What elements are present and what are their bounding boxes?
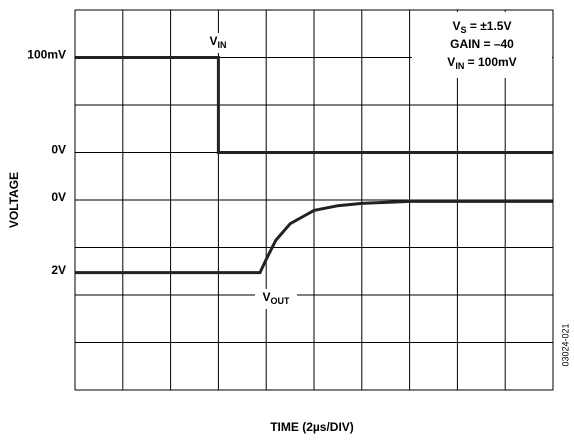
annotation-sub: IN [455,61,464,71]
annotation-part: = 100mV [464,55,516,69]
series-label-sub: OUT [271,296,291,306]
series-label: VOUT [262,290,290,306]
y-tick-label: 0V [51,190,66,204]
figure-id: 03024-021 [560,323,570,366]
annotation-part: V [447,55,455,69]
series-label-main: V [262,290,270,304]
annotation-background [412,12,552,78]
annotation-part: = ±1.5V [467,19,512,33]
series-label-sub: IN [218,40,227,50]
x-axis-label: TIME (2µs/DIV) [270,420,354,434]
line-series [75,199,553,275]
plot-frame [74,9,554,391]
label-background [255,289,297,309]
line-series [75,56,553,154]
y-tick-label: 100mV [27,48,66,62]
annotation-sub: S [461,25,467,35]
annotation: GAIN = –40 [450,37,514,51]
y-axis-label: VOLTAGE [7,172,21,228]
annotation-part: V [453,19,461,33]
series-label: VIN [209,34,226,50]
annotation: VS = ±1.5V [453,19,512,35]
label-background [205,33,231,53]
y-tick-label: 2V [51,263,66,277]
annotation: VIN = 100mV [447,55,516,71]
series-label-main: V [209,34,217,48]
annotation-part: GAIN = –40 [450,37,514,51]
y-tick-label: 0V [51,143,66,157]
